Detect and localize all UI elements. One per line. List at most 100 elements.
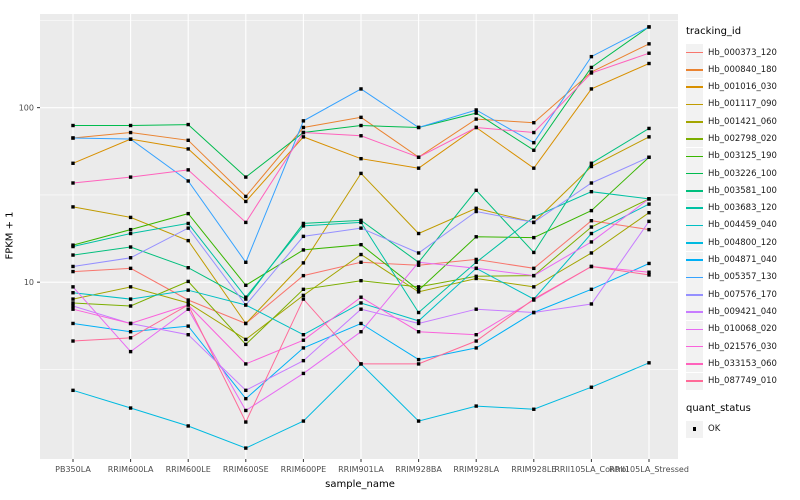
legend-item-Hb_004871_040: Hb_004871_040: [686, 251, 798, 269]
data-point: [416, 155, 421, 159]
legend-line-swatch: [686, 276, 703, 279]
data-point: [589, 385, 594, 389]
data-point: [301, 371, 306, 376]
legend-items-quant-status: OK: [686, 420, 798, 438]
data-point: [647, 361, 651, 365]
data-point: [244, 220, 248, 225]
data-point: [416, 310, 421, 315]
legend-item-label: Hb_003581_100: [708, 185, 777, 196]
data-point: [589, 65, 594, 70]
data-point: [359, 330, 363, 334]
data-point: [474, 260, 478, 264]
data-point: [244, 388, 248, 393]
data-point: [416, 330, 421, 334]
data-point: [416, 166, 421, 170]
legend-item-label: Hb_002798_020: [708, 133, 777, 144]
data-point: [359, 301, 363, 305]
data-point: [244, 283, 248, 287]
legend-item-Hb_005357_130: Hb_005357_130: [686, 268, 798, 286]
legend-line-swatch: [686, 120, 703, 123]
legend-key-line: [686, 234, 703, 252]
legend-item-Hb_002798_020: Hb_002798_020: [686, 130, 798, 148]
data-point: [416, 319, 421, 323]
data-point: [244, 396, 248, 401]
data-point: [128, 266, 133, 271]
legend-key-line: [686, 165, 703, 183]
data-point: [128, 304, 133, 308]
data-point: [416, 362, 421, 366]
legend-item-Hb_000373_120: Hb_000373_120: [686, 44, 798, 61]
data-point: [301, 119, 306, 123]
legend-item-label: Hb_001016_030: [708, 82, 777, 93]
data-point: [647, 211, 651, 215]
legend-key-line: [686, 286, 703, 304]
legend-key-line: [686, 338, 703, 356]
data-point: [647, 273, 651, 277]
data-point: [71, 269, 75, 274]
legend-key-line: [686, 78, 703, 96]
data-point: [186, 424, 190, 428]
legend-item-label: Hb_007576_170: [708, 289, 777, 300]
data-point: [128, 297, 133, 301]
data-point: [416, 419, 421, 423]
data-point: [589, 164, 594, 169]
data-point: [647, 270, 651, 274]
data-point: [589, 240, 594, 244]
x-tick-label: RRIM928LA: [453, 465, 499, 474]
legend-line-swatch: [686, 103, 703, 106]
data-point: [647, 51, 651, 55]
data-point: [186, 266, 190, 270]
data-point: [416, 263, 421, 267]
data-point: [128, 245, 133, 249]
legend-item-label: Hb_004800_120: [708, 237, 777, 248]
legend-item-Hb_009421_040: Hb_009421_040: [686, 303, 798, 321]
data-point: [359, 278, 363, 283]
data-point: [186, 122, 190, 127]
data-point: [301, 130, 306, 135]
data-point: [532, 310, 536, 315]
data-point: [474, 307, 478, 311]
data-point: [359, 295, 363, 299]
data-point: [532, 130, 536, 135]
data-point: [186, 226, 190, 230]
legend-item-label: Hb_004459_040: [708, 220, 777, 231]
data-point: [474, 188, 478, 193]
data-point: [301, 234, 306, 239]
legend-line-swatch: [686, 69, 703, 71]
legend-key-line: [686, 130, 703, 148]
data-point: [186, 179, 190, 183]
data-point: [359, 242, 363, 247]
data-point: [186, 211, 190, 216]
legend-key-line: [686, 44, 703, 61]
data-point: [128, 285, 133, 289]
data-point: [301, 221, 306, 226]
legend-item-label: Hb_087749_010: [708, 376, 777, 387]
data-point: [474, 108, 478, 112]
data-point: [186, 333, 190, 337]
x-tick-label: RRII105LA_Stressed: [609, 465, 689, 474]
data-point: [359, 362, 363, 366]
x-tick-label: RRIM600PE: [281, 465, 327, 474]
y-tick-label: 10: [24, 278, 34, 287]
data-point: [532, 297, 536, 301]
data-point: [359, 123, 363, 128]
legend-key-line: [686, 113, 703, 131]
data-point: [128, 123, 133, 128]
data-point: [532, 166, 536, 170]
x-tick-label: RRII105LA_Control: [554, 465, 628, 474]
legend-key-line: [686, 182, 703, 200]
data-point: [128, 231, 133, 236]
data-point: [532, 235, 536, 240]
data-point: [244, 408, 248, 413]
data-point: [186, 279, 190, 284]
data-point: [532, 220, 536, 225]
data-point: [128, 256, 133, 260]
legend-key-line: [686, 372, 703, 390]
data-point: [647, 126, 651, 131]
data-point: [301, 248, 306, 252]
data-point: [301, 293, 306, 298]
data-point: [244, 446, 248, 450]
data-point: [128, 175, 133, 179]
legend-line-swatch: [686, 380, 703, 383]
